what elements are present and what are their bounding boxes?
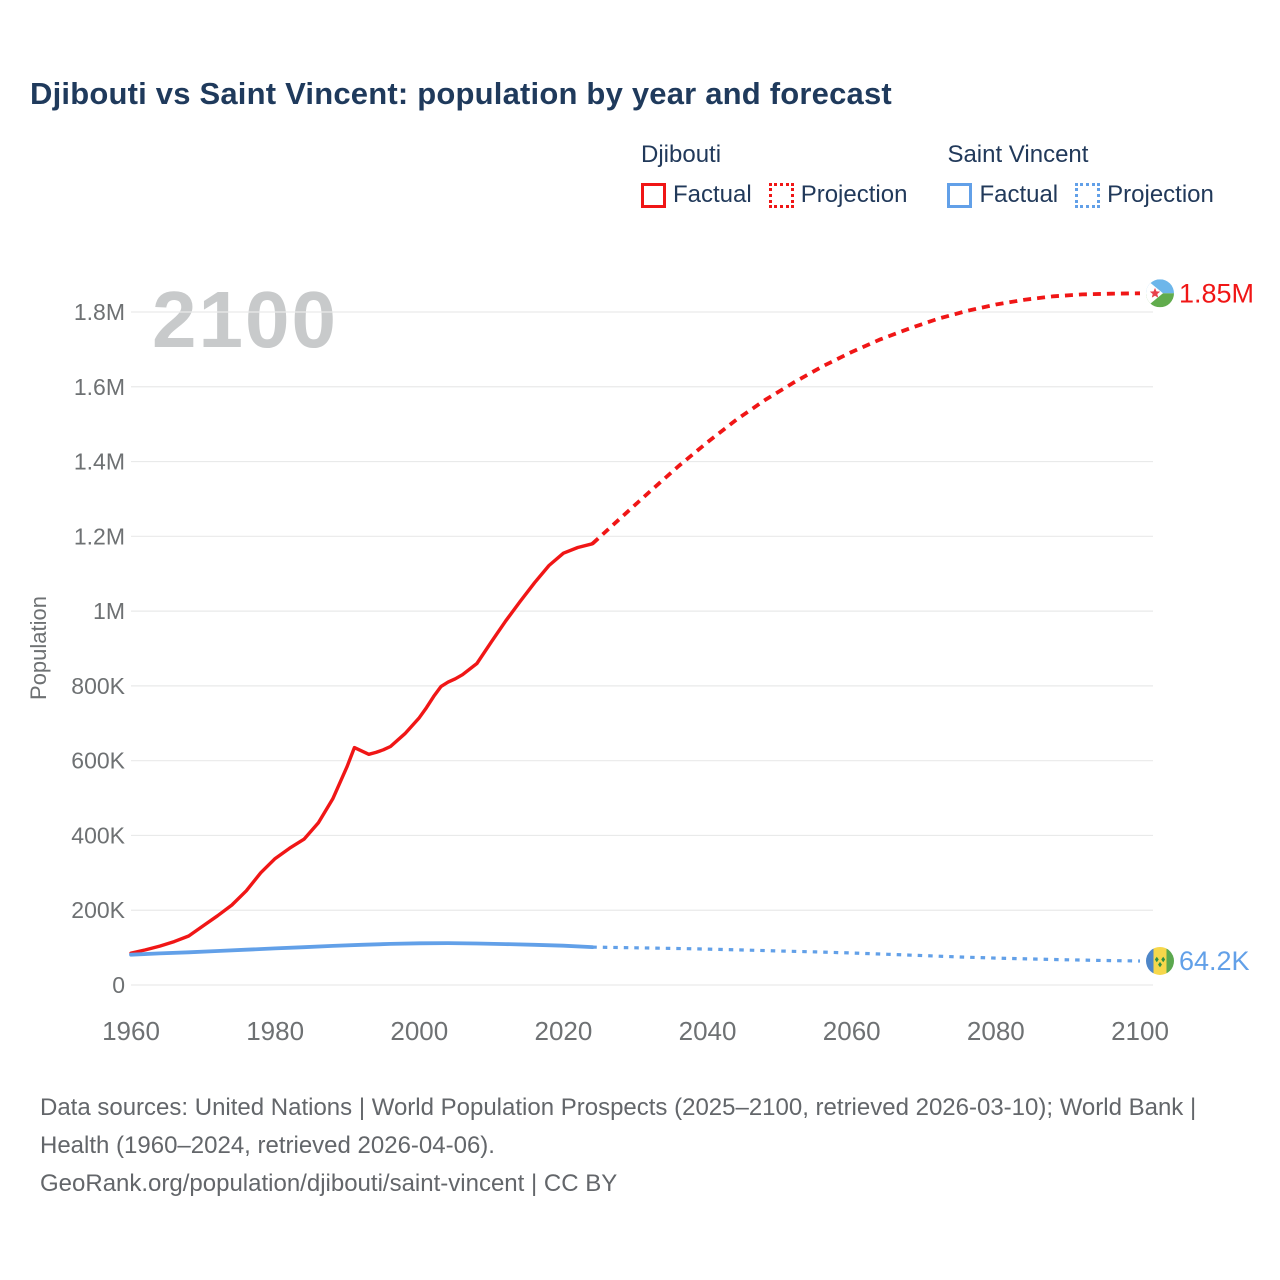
attribution-link[interactable]: GeoRank.org/population/djibouti/saint-vi… [40,1170,618,1197]
djibouti-factual-line [129,542,594,955]
legend-item-label: Factual [673,181,752,208]
legend-swatch-solid-icon [947,182,973,208]
legend-item-label: Projection [800,181,908,208]
legend-swatch-dotted-icon [1075,182,1101,208]
y-tick-label: 1.6M [74,374,125,400]
y-tick-label: 800K [71,673,125,699]
x-tick-label: 1960 [102,1016,160,1046]
y-tick-label: 1.8M [74,299,125,325]
legend-group-saint-vincent: Saint Vincent Factual Projection [947,141,1214,209]
y-tick-label: 1.2M [74,523,125,549]
x-tick-label: 2100 [1111,1016,1169,1046]
legend-item-saint-vincent-projection[interactable]: Projection [1075,181,1214,209]
djibouti-projection-line [591,291,1141,546]
y-tick-label: 200K [71,897,125,923]
saint-vincent-projection-line [592,945,1141,963]
y-axis-title: Population [26,596,51,700]
legend-item-label: Factual [979,181,1059,208]
y-tick-label: 600K [71,748,125,774]
watermark-year: 2100 [152,275,338,364]
x-tick-label: 2040 [679,1016,737,1046]
saint-vincent-end-label: 64.2K [1179,946,1250,976]
footer: Data sources: United Nations | World Pop… [40,1089,1225,1203]
x-tick-label: 1980 [246,1016,304,1046]
legend-swatch-dotted-icon [768,182,794,208]
x-tick-label: 2000 [390,1016,448,1046]
legend-group-djibouti: Djibouti Factual Projection [641,141,907,209]
legend-row: Factual Projection [947,181,1214,209]
x-tick-label: 2060 [823,1016,881,1046]
legend-group-title: Saint Vincent [947,141,1089,168]
djibouti-flag-icon [1146,279,1174,308]
legend-row: Factual Projection [641,181,907,209]
x-tick-label: 2020 [535,1016,593,1046]
legend-swatch-solid-icon [641,182,666,208]
saint-vincent-flag-icon [1146,946,1174,975]
y-tick-label: 400K [71,822,125,848]
y-tick-label: 1.4M [74,449,125,475]
legend-item-djibouti-factual[interactable]: Factual [641,181,752,209]
page-title: Djibouti vs Saint Vincent: population by… [30,76,892,111]
y-tick-label: 0 [112,972,125,998]
legend-group-title: Djibouti [641,141,722,168]
data-sources-text: Data sources: United Nations | World Pop… [40,1094,1197,1159]
djibouti-end-label: 1.85M [1179,278,1254,308]
legend-item-djibouti-projection[interactable]: Projection [768,181,908,209]
legend: Djibouti Factual Projection Saint Vincen… [641,141,1214,209]
legend-item-saint-vincent-factual[interactable]: Factual [947,181,1058,209]
x-tick-label: 2080 [967,1016,1025,1046]
y-tick-label: 1M [93,598,125,624]
legend-item-label: Projection [1107,181,1214,208]
saint-vincent-factual-line [129,941,595,957]
